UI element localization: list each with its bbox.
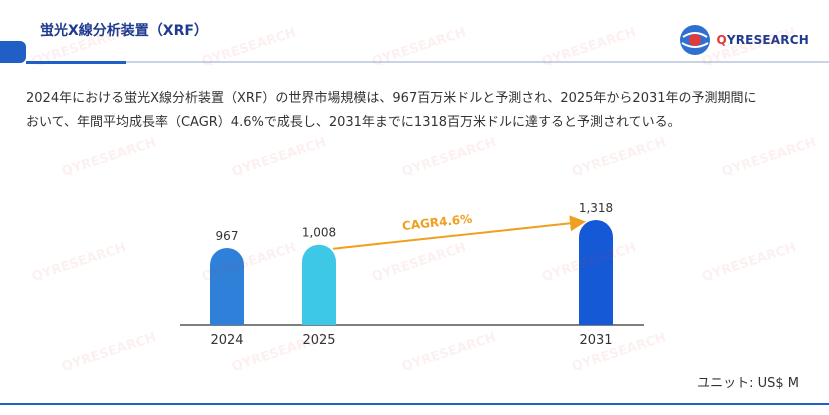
- title-accent-bar: [0, 41, 26, 63]
- header-divider: [26, 61, 829, 63]
- cagr-label: CAGR4.6%: [401, 212, 473, 233]
- category-label-2024: 2024: [210, 333, 243, 348]
- brand-name: QYRESEARCH: [716, 33, 809, 47]
- bar-2024: [210, 247, 244, 325]
- bar-2025: [302, 244, 336, 325]
- cagr-arrow: [332, 215, 586, 250]
- category-label-2031: 2031: [579, 333, 612, 348]
- summary-line-2: おいて、年間平均成長率（CAGR）4.6%で成長し、2031年までに1318百万…: [26, 115, 681, 130]
- header-divider-accent: [26, 61, 126, 64]
- category-label-2025: 2025: [302, 333, 335, 348]
- footer-divider: [0, 403, 829, 405]
- brand-logo: QYRESEARCH: [678, 22, 809, 58]
- summary-text: 2024年における蛍光X線分析装置（XRF）の世界市場規模は、967百万米ドルと…: [26, 87, 811, 135]
- value-label-2024: 967: [216, 229, 239, 243]
- unit-label: ユニット: US$ M: [697, 376, 799, 391]
- summary-line-1: 2024年における蛍光X線分析装置（XRF）の世界市場規模は、967百万米ドルと…: [26, 91, 757, 106]
- page-title: 蛍光X線分析装置（XRF）: [40, 23, 208, 39]
- globe-logo-icon: [680, 25, 711, 55]
- value-label-2025: 1,008: [302, 226, 336, 240]
- value-label-2031: 1,318: [579, 201, 613, 215]
- bar-2031: [579, 220, 613, 325]
